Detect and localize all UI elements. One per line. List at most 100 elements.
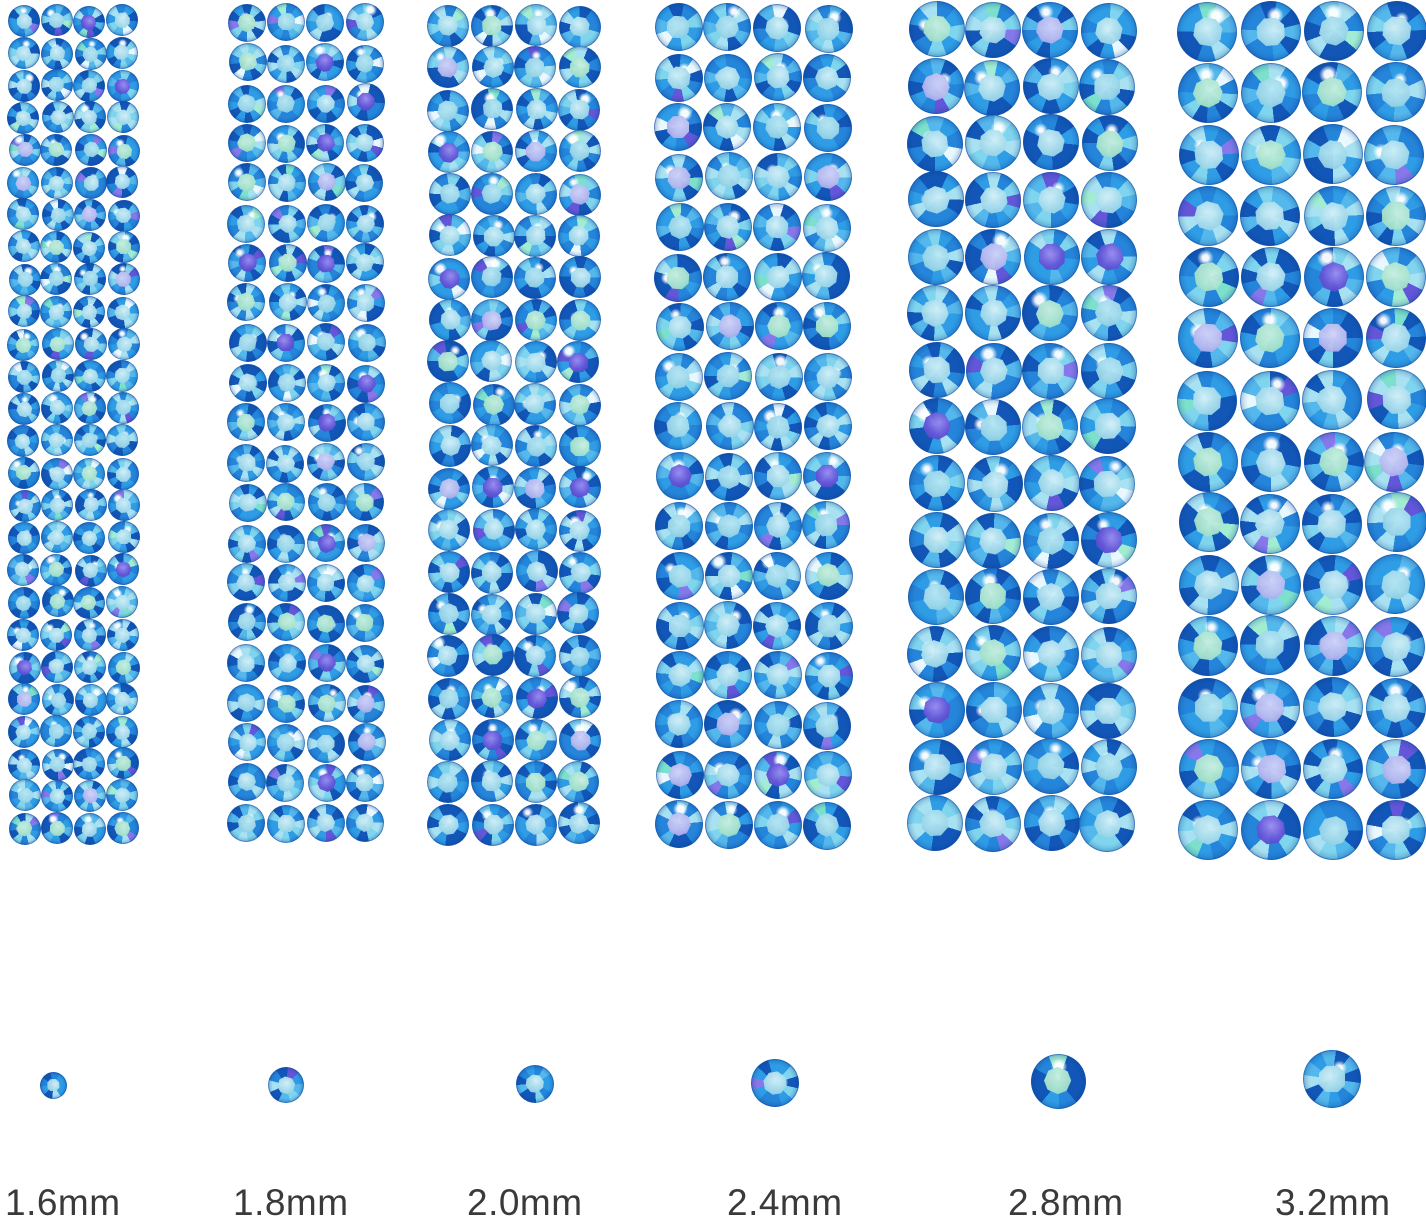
gem-table-facet	[437, 306, 464, 333]
rhinestone-gem	[426, 635, 469, 678]
gem-table-facet	[237, 654, 255, 672]
gem-table-facet	[814, 761, 841, 788]
gem-table-facet	[316, 772, 339, 795]
rhinestone-gem	[107, 489, 140, 522]
gem-table-facet	[353, 211, 377, 235]
gem-table-facet	[274, 691, 299, 716]
rhinestone-gem	[705, 402, 754, 451]
rhinestone-gem	[1303, 0, 1364, 61]
gem-table-facet	[978, 808, 1009, 839]
gem-table-facet	[14, 301, 35, 322]
gem-table-facet	[713, 63, 743, 93]
rhinestone-gem	[655, 451, 704, 500]
rhinestone-gem	[41, 585, 74, 618]
rhinestone-gem	[704, 651, 753, 700]
rhinestone-gem	[41, 488, 74, 521]
gem-table-facet	[1317, 200, 1351, 234]
rhinestone-gem	[74, 38, 107, 71]
rhinestone-gem	[965, 399, 1022, 456]
gem-table-facet	[1190, 75, 1227, 112]
gem-table-facet	[274, 490, 299, 515]
rhinestone-gem	[1022, 343, 1079, 400]
rhinestone-gem	[106, 683, 139, 716]
rhinestone-gem	[227, 443, 266, 482]
rhinestone-gem	[346, 684, 385, 723]
rhinestone-gem	[514, 467, 557, 510]
gem-table-facet	[437, 56, 459, 78]
rhinestone-gem	[40, 424, 73, 457]
rhinestone-gem	[557, 592, 600, 635]
rhinestone-gem	[307, 363, 346, 402]
gem-table-facet	[763, 710, 793, 740]
gem-table-facet	[236, 813, 256, 833]
rhinestone-gem	[1081, 626, 1138, 683]
gem-table-facet	[48, 724, 63, 739]
rhinestone-gem	[704, 152, 753, 201]
gem-table-facet	[438, 433, 463, 458]
gem-table-facet	[1255, 385, 1286, 416]
rhinestone-gem	[107, 101, 140, 134]
gem-table-facet	[812, 811, 842, 841]
rhinestone-gem	[7, 328, 40, 361]
gem-table-facet	[1314, 626, 1353, 665]
gem-table-facet	[315, 133, 336, 154]
gem-table-facet	[763, 611, 792, 640]
rhinestone-gem	[426, 89, 469, 132]
rhinestone-gem	[703, 352, 752, 401]
rhinestone-gem	[267, 84, 306, 123]
rhinestone-gem	[106, 811, 139, 844]
gem-table-facet	[666, 65, 691, 90]
gem-table-facet	[275, 290, 300, 315]
rhinestone-gem	[752, 202, 801, 251]
rhinestone-gem	[7, 230, 40, 263]
gem-table-facet	[526, 99, 548, 121]
rhinestone-gem	[266, 444, 305, 483]
gem-table-facet	[353, 811, 377, 835]
gem-table-facet	[522, 349, 549, 376]
gem-table-facet	[1256, 17, 1285, 46]
rhinestone-gem	[470, 593, 513, 636]
gem-table-facet	[1094, 241, 1125, 272]
gem-table-facet	[436, 644, 460, 668]
rhinestone-gem	[1023, 228, 1080, 285]
gem-table-facet	[1193, 261, 1225, 293]
rhinestone-gem	[1302, 739, 1363, 800]
rhinestone-gem	[40, 295, 73, 328]
gem-table-facet	[113, 303, 133, 323]
gem-table-facet	[480, 811, 507, 838]
rhinestone-gem	[514, 172, 557, 215]
rhinestone-gem	[907, 625, 964, 682]
rhinestone-gem	[73, 715, 106, 748]
gem-table-facet	[975, 692, 1011, 728]
rhinestone-gem	[1241, 739, 1302, 800]
rhinestone-gem	[1022, 512, 1079, 569]
rhinestone-gem	[8, 682, 41, 715]
rhinestone-gem	[514, 592, 557, 635]
rhinestone-gem	[8, 748, 41, 781]
gem-table-facet	[917, 805, 953, 841]
gem-table-facet	[1192, 199, 1226, 233]
rhinestone-gem	[1081, 172, 1138, 229]
rhinestone-gem	[267, 403, 306, 442]
rhinestone-gem	[41, 780, 74, 813]
gem-table-facet	[1313, 318, 1352, 357]
rhinestone-gem	[559, 676, 602, 719]
gem-table-facet	[1090, 693, 1126, 729]
rhinestone-gem	[703, 103, 752, 152]
rhinestone-gem	[965, 795, 1022, 852]
rhinestone-gem	[1366, 246, 1426, 307]
gem-table-facet	[1317, 814, 1350, 847]
gem-table-facet	[354, 730, 378, 754]
gem-table-facet	[919, 297, 951, 329]
rhinestone-gem	[803, 353, 852, 402]
gem-table-facet	[1315, 752, 1350, 787]
rhinestone-gem	[7, 619, 40, 652]
gem-table-facet	[814, 513, 838, 537]
size-label-3.2mm: 3.2mm	[1275, 1182, 1391, 1218]
gem-table-facet	[1190, 566, 1228, 604]
gem-table-facet	[1375, 443, 1413, 481]
rhinestone-gem	[1080, 285, 1137, 342]
gem-table-facet	[356, 294, 375, 313]
rhinestone-gem	[107, 553, 140, 586]
rhinestone-gem	[703, 253, 752, 302]
